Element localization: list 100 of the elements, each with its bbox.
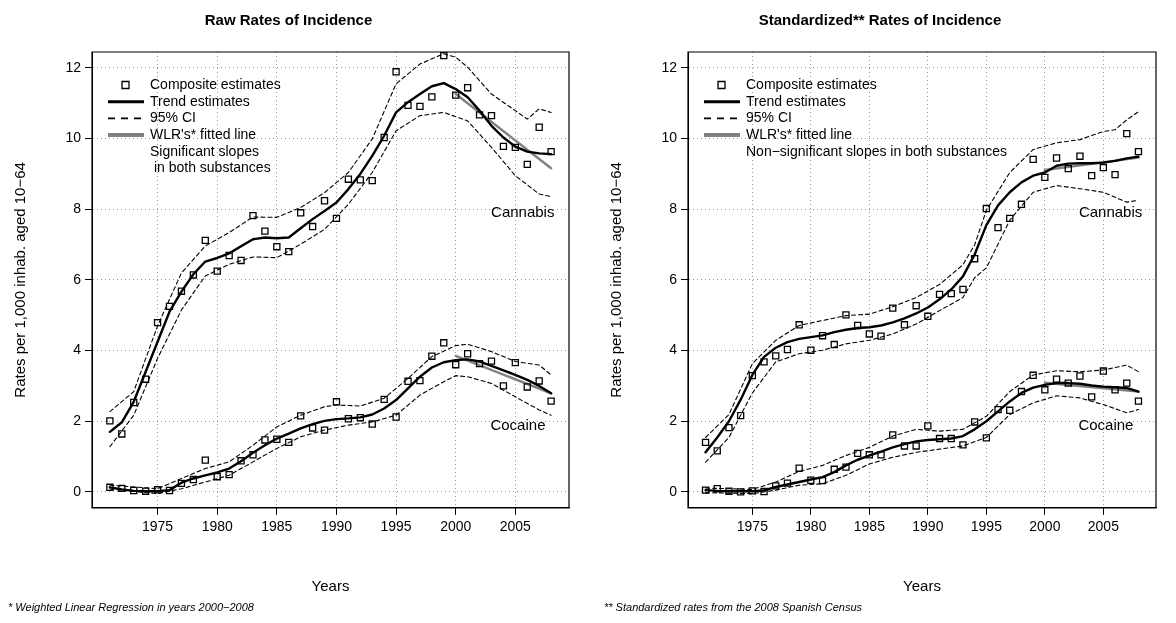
- point: [1099, 367, 1108, 375]
- point: [1041, 173, 1049, 182]
- point: [1029, 155, 1037, 164]
- point: [273, 435, 281, 443]
- point: [237, 457, 245, 465]
- point: [713, 447, 721, 455]
- point: [725, 423, 733, 432]
- point: [1087, 393, 1096, 401]
- chart-title: Raw Rates of Incidence: [204, 11, 373, 29]
- point: [535, 377, 543, 385]
- point: [285, 438, 293, 447]
- point: [165, 486, 174, 495]
- point: [1006, 214, 1014, 223]
- point: [404, 101, 412, 110]
- point: [1076, 372, 1084, 380]
- point: [344, 175, 353, 183]
- point: [463, 84, 472, 92]
- point: [511, 143, 520, 152]
- point: [297, 209, 305, 217]
- y-tick-label: 12: [65, 58, 82, 75]
- point: [1041, 386, 1049, 394]
- y-tick-label: 12: [661, 58, 678, 75]
- point: [106, 483, 114, 491]
- point: [1134, 147, 1143, 156]
- annotation: Significant slopes in both substances: [150, 142, 271, 176]
- point: [535, 123, 543, 131]
- point: [392, 68, 400, 76]
- point: [830, 340, 838, 349]
- point: [713, 485, 721, 493]
- point: [1064, 164, 1072, 173]
- point: [440, 339, 448, 347]
- point: [332, 398, 341, 406]
- x-tick-label: 2000: [1029, 518, 1061, 535]
- point: [189, 271, 198, 279]
- point: [1087, 171, 1096, 180]
- legend-label: WLR's* fitted line: [746, 125, 853, 142]
- point: [842, 463, 850, 471]
- point: [935, 434, 944, 443]
- point: [807, 476, 815, 484]
- point: [760, 358, 768, 366]
- point: [261, 436, 269, 444]
- point: [772, 352, 780, 360]
- y-tick-label: 4: [669, 341, 678, 358]
- point: [842, 311, 850, 319]
- annotation: Cocaine: [1078, 416, 1134, 434]
- point: [201, 456, 209, 464]
- point: [297, 412, 305, 420]
- annotation: Cannabis: [1078, 202, 1143, 220]
- point: [130, 398, 138, 407]
- annotation: Cannabis: [491, 202, 555, 220]
- point: [452, 91, 460, 99]
- x-axis-title: Years: [311, 576, 350, 594]
- point: [1052, 154, 1061, 162]
- point: [487, 111, 496, 120]
- point: [877, 332, 885, 340]
- point: [1076, 152, 1084, 160]
- y-tick-label: 8: [669, 200, 678, 217]
- text: * Weighted Linear Regression in years 2000−2008: [8, 601, 255, 614]
- x-tick-label: 1975: [736, 518, 769, 535]
- point: [912, 302, 920, 310]
- y-tick-label: 6: [73, 270, 82, 287]
- point: [1052, 375, 1061, 383]
- point: [285, 247, 293, 256]
- point: [189, 475, 198, 484]
- point: [1029, 371, 1037, 379]
- legend-label: Trend estimates: [746, 92, 846, 109]
- point: [368, 420, 376, 428]
- point: [970, 418, 979, 426]
- point: [935, 290, 944, 299]
- point: [153, 486, 162, 494]
- point: [924, 312, 932, 320]
- point: [830, 465, 838, 473]
- point: [177, 479, 186, 488]
- point: [523, 383, 531, 391]
- x-tick-label: 2000: [440, 518, 472, 535]
- point: [1123, 129, 1131, 138]
- y-tick-label: 10: [65, 129, 82, 146]
- point: [392, 413, 400, 421]
- point: [201, 236, 209, 245]
- point: [523, 160, 531, 169]
- point: [475, 111, 484, 119]
- point: [320, 197, 329, 205]
- x-tick-label: 1990: [912, 518, 944, 535]
- point: [547, 397, 555, 405]
- point: [900, 442, 909, 450]
- point: [947, 434, 955, 443]
- point: [308, 222, 317, 231]
- point: [416, 376, 424, 385]
- point: [213, 473, 221, 481]
- point: [795, 321, 803, 329]
- point: [487, 357, 496, 365]
- point: [130, 486, 138, 495]
- point: [748, 487, 757, 495]
- point: [853, 449, 862, 458]
- point: [261, 227, 269, 235]
- point: [1134, 397, 1143, 405]
- point: [320, 426, 329, 434]
- point: [772, 482, 780, 490]
- x-tick-label: 1985: [853, 518, 886, 535]
- chart-title: Standardized** Rates of Incidence: [758, 11, 1002, 29]
